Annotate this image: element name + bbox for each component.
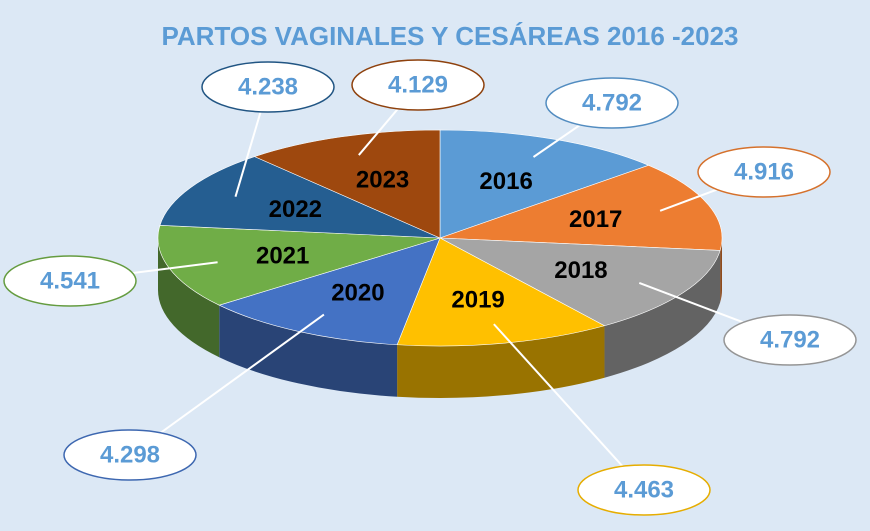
- value-label: 4.792: [760, 326, 820, 353]
- pie-side: [219, 305, 398, 397]
- pie-side: [720, 238, 722, 303]
- pie-slice: [218, 237, 441, 346]
- category-label: 2019: [451, 286, 504, 313]
- callout-bubble: [201, 61, 335, 113]
- leader-line: [493, 323, 645, 491]
- value-label: 4.463: [614, 476, 674, 503]
- pie-slice: [439, 129, 650, 239]
- callout-bubble: [697, 146, 831, 198]
- category-label: 2022: [269, 196, 322, 223]
- value-label: 4.129: [388, 71, 448, 98]
- pie-slice: [159, 156, 441, 239]
- callout-bubble: [577, 464, 711, 516]
- pie-side: [604, 250, 721, 378]
- callout-bubble: [351, 59, 485, 111]
- pie-slice: [253, 129, 441, 239]
- value-label: 4.792: [582, 89, 642, 116]
- callout-bubble: [545, 77, 679, 129]
- pie-side: [158, 238, 220, 358]
- value-label: 4.916: [734, 158, 794, 185]
- value-label: 4.541: [40, 267, 100, 294]
- callout-bubble: [723, 314, 857, 366]
- pie-slice: [396, 237, 606, 347]
- pie-slice: [439, 237, 721, 327]
- category-label: 2021: [256, 242, 309, 269]
- value-label: 4.298: [100, 441, 160, 468]
- category-label: 2016: [479, 168, 532, 195]
- category-label: 2018: [554, 257, 607, 284]
- category-label: 2017: [569, 206, 622, 233]
- value-label: 4.238: [238, 73, 298, 100]
- callout-bubble: [3, 255, 137, 307]
- pie-side: [397, 325, 605, 398]
- pie-slice: [439, 164, 723, 251]
- category-label: 2020: [331, 280, 384, 307]
- chart-title: PARTOS VAGINALES Y CESÁREAS 2016 -2023: [161, 21, 738, 51]
- callout-bubble: [63, 429, 197, 481]
- leader-line: [129, 313, 325, 456]
- category-label: 2023: [356, 167, 409, 194]
